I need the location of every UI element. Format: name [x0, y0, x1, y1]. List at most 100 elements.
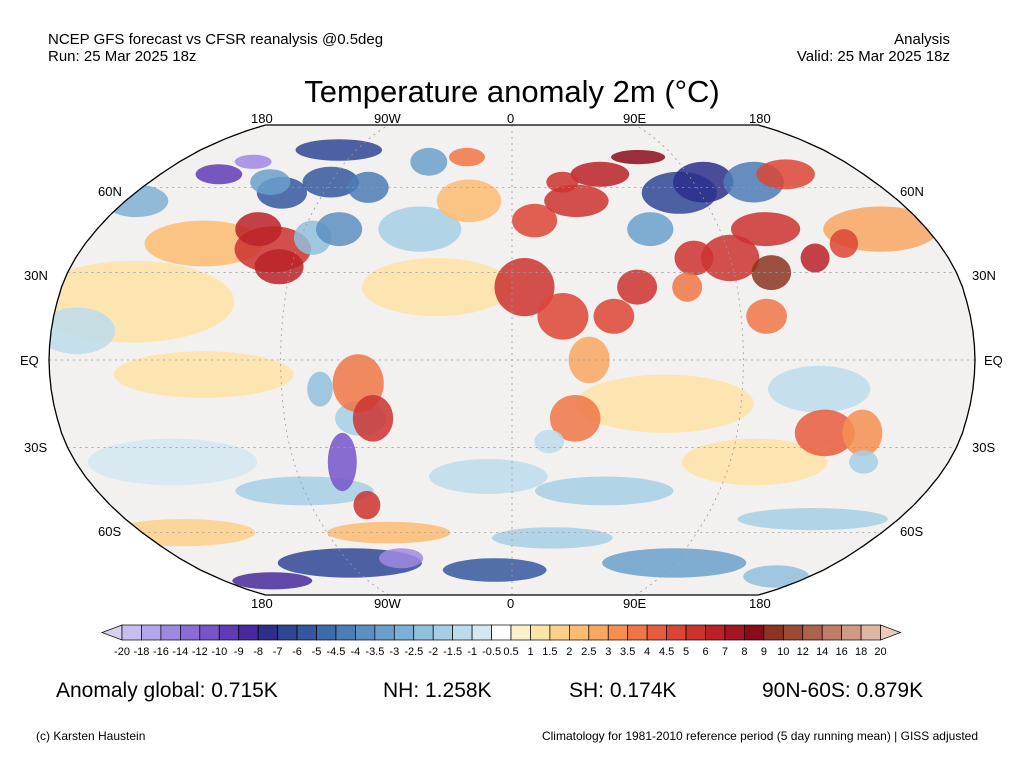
anomaly-patch [347, 171, 389, 203]
anomaly-patch [756, 159, 815, 190]
colorbar-tick-label: -12 [191, 646, 208, 658]
colorbar-tick-label: -16 [152, 646, 169, 658]
lat-label-right-eq: EQ [984, 353, 1003, 368]
colorbar-swatch [530, 624, 551, 641]
lat-label-right-60n: 60N [900, 184, 924, 199]
colorbar-swatch [238, 624, 259, 641]
model-description: NCEP GFS forecast vs CFSR reanalysis @0.… [48, 31, 384, 48]
lon-label-top-90e: 90E [623, 111, 647, 126]
lon-label-top-180w: 180 [251, 111, 273, 126]
anomaly-patch [681, 438, 828, 486]
lat-label-left-60s: 60S [98, 524, 122, 539]
colorbar-swatch [393, 624, 415, 641]
lat-label-left-30s: 30S [24, 440, 48, 455]
anomaly-patch [549, 395, 601, 442]
lon-label-bottom-90w: 90W [374, 596, 401, 611]
lon-label-bottom-180w: 180 [251, 596, 273, 611]
anomaly-patch [113, 351, 294, 398]
anomaly-patch [234, 154, 272, 169]
anomaly-patch [511, 203, 558, 238]
colorbar-tick-label: -6 [292, 646, 302, 658]
colorbar-swatch [607, 624, 629, 641]
colorbar-tick-label: -10 [211, 646, 228, 658]
anomaly-patch [544, 184, 609, 218]
anomaly-patch [743, 565, 810, 588]
anomaly-patch [436, 179, 502, 223]
colorbar-swatch [744, 624, 765, 641]
meridian-line [634, 125, 744, 595]
anomaly-patch [746, 298, 787, 334]
colorbar-tick-label: -1 [467, 646, 477, 658]
anomaly-patch [378, 206, 462, 252]
colorbar-swatch [180, 624, 201, 641]
colorbar-swatch [199, 624, 220, 641]
colorbar-swatch [646, 624, 667, 641]
anomaly-patches [49, 139, 939, 590]
colorbar-tick-label: 9 [760, 646, 767, 658]
map-title: Temperature anomaly 2m (°C) [304, 74, 720, 109]
run-time: Run: 25 Mar 2025 18z [48, 48, 197, 65]
stat-global: Anomaly global: 0.715K [56, 679, 278, 702]
anomaly-patch [144, 220, 264, 267]
anomaly-patch [352, 395, 394, 442]
anomaly-patch [449, 147, 485, 167]
colorbar-swatch [510, 624, 531, 641]
colorbar-swatch [724, 624, 745, 641]
anomaly-patch [627, 212, 674, 247]
anomaly-patch [570, 161, 630, 187]
colorbar-tick-label: 3 [605, 646, 612, 658]
colorbar-tick-label: 6 [702, 646, 709, 658]
colorbar-swatch [666, 624, 687, 641]
colorbar-swatch [685, 624, 706, 641]
lat-label-left-eq: EQ [20, 353, 39, 368]
anomaly-patch [849, 450, 879, 474]
anomaly-patch [410, 147, 448, 176]
colorbar-swatch [296, 624, 317, 641]
anomaly-patch [295, 139, 383, 161]
colorbar-swatch [471, 624, 492, 641]
anomaly-patch [768, 365, 871, 413]
valid-time: Valid: 25 Mar 2025 18z [796, 48, 950, 65]
colorbar-tick-label: 10 [777, 646, 790, 658]
colorbar-tick-label: -4 [350, 646, 361, 658]
colorbar-tick-label: 8 [741, 646, 748, 658]
lon-label-top-180e: 180 [749, 111, 771, 126]
colorbar-tick-label: 3.5 [620, 646, 636, 658]
colorbar-tick-label: 1.5 [542, 646, 558, 658]
colorbar-min-arrow [101, 624, 123, 641]
colorbar-tick-label: 4 [644, 646, 651, 658]
colorbar-tick-label: -1.5 [443, 646, 463, 658]
colorbar-tick-label: 12 [796, 646, 809, 658]
lat-label-left-60n: 60N [98, 184, 122, 199]
anomaly-patch [378, 548, 424, 569]
colorbar-swatch [782, 624, 804, 641]
anomaly-patch [829, 229, 859, 258]
colorbar-swatch [821, 624, 843, 641]
colorbar-tick-label: 20 [874, 646, 887, 658]
anomaly-patch [429, 459, 548, 494]
colorbar-swatch [355, 624, 376, 641]
colorbar-swatch [491, 624, 512, 641]
colorbar-tick-label: 2.5 [581, 646, 597, 658]
colorbar-tick-label: -3 [389, 646, 400, 658]
colorbar-tick-label: 18 [854, 646, 868, 658]
anomaly-patch [537, 293, 589, 340]
anomaly-patch [250, 169, 291, 196]
colorbar-swatch [860, 624, 881, 641]
colorbar-tick-label: -14 [172, 646, 189, 658]
colorbar-swatch [452, 624, 473, 641]
colorbar-max-arrow [880, 624, 902, 641]
stat-sh: SH: 0.174K [569, 679, 677, 702]
anomaly-patch [800, 243, 830, 273]
anomaly-patch [593, 298, 635, 334]
anomaly-patch [611, 150, 666, 165]
anomaly-patch [575, 374, 754, 433]
lat-label-right-30n: 30N [972, 268, 996, 283]
colorbar-swatch [705, 624, 726, 641]
colorbar-swatch [841, 624, 862, 641]
anomaly-patch [674, 240, 714, 276]
colorbar-tick-label: -7 [272, 646, 283, 658]
colorbar-swatch [316, 624, 337, 641]
anomaly-patch [195, 164, 243, 185]
